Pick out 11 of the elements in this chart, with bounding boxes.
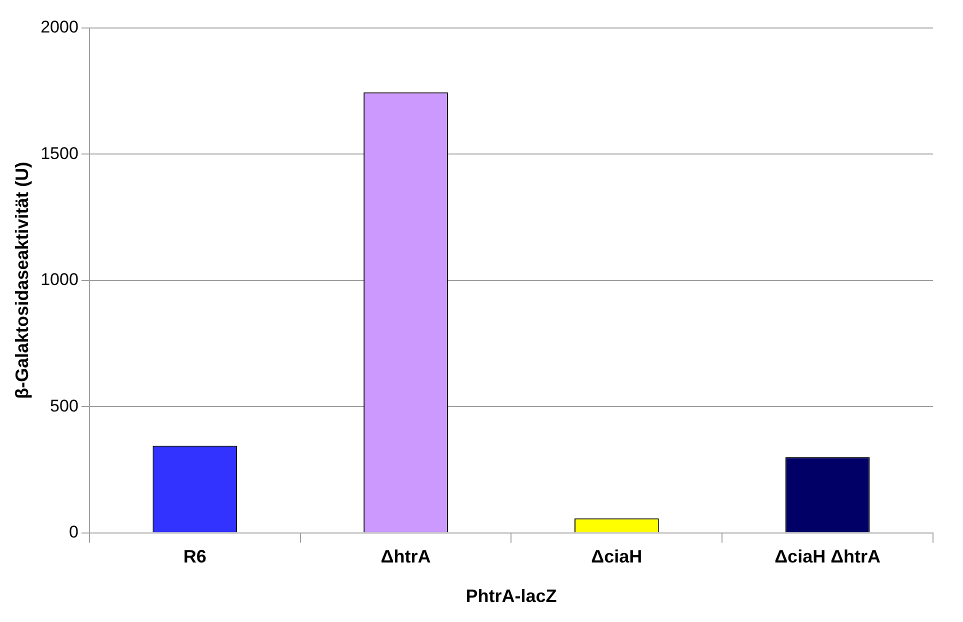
x-tick-label: R6 <box>183 546 206 567</box>
y-tick-label: 1500 <box>40 144 78 163</box>
y-tick-label: 0 <box>68 522 78 542</box>
x-tick-label: ΔhtrA <box>380 546 431 567</box>
x-tick-label: ΔciaH <box>591 546 642 567</box>
x-axis-title: PhtrA-lacZ <box>466 586 557 606</box>
y-tick-label: 500 <box>50 396 78 416</box>
y-tick-label: 2000 <box>40 18 78 37</box>
y-tick-label: 1000 <box>40 270 78 290</box>
y-axis-title: β-Galaktosidaseaktivität (U) <box>12 162 32 399</box>
x-tick-label: ΔciaH ΔhtrA <box>774 546 880 567</box>
